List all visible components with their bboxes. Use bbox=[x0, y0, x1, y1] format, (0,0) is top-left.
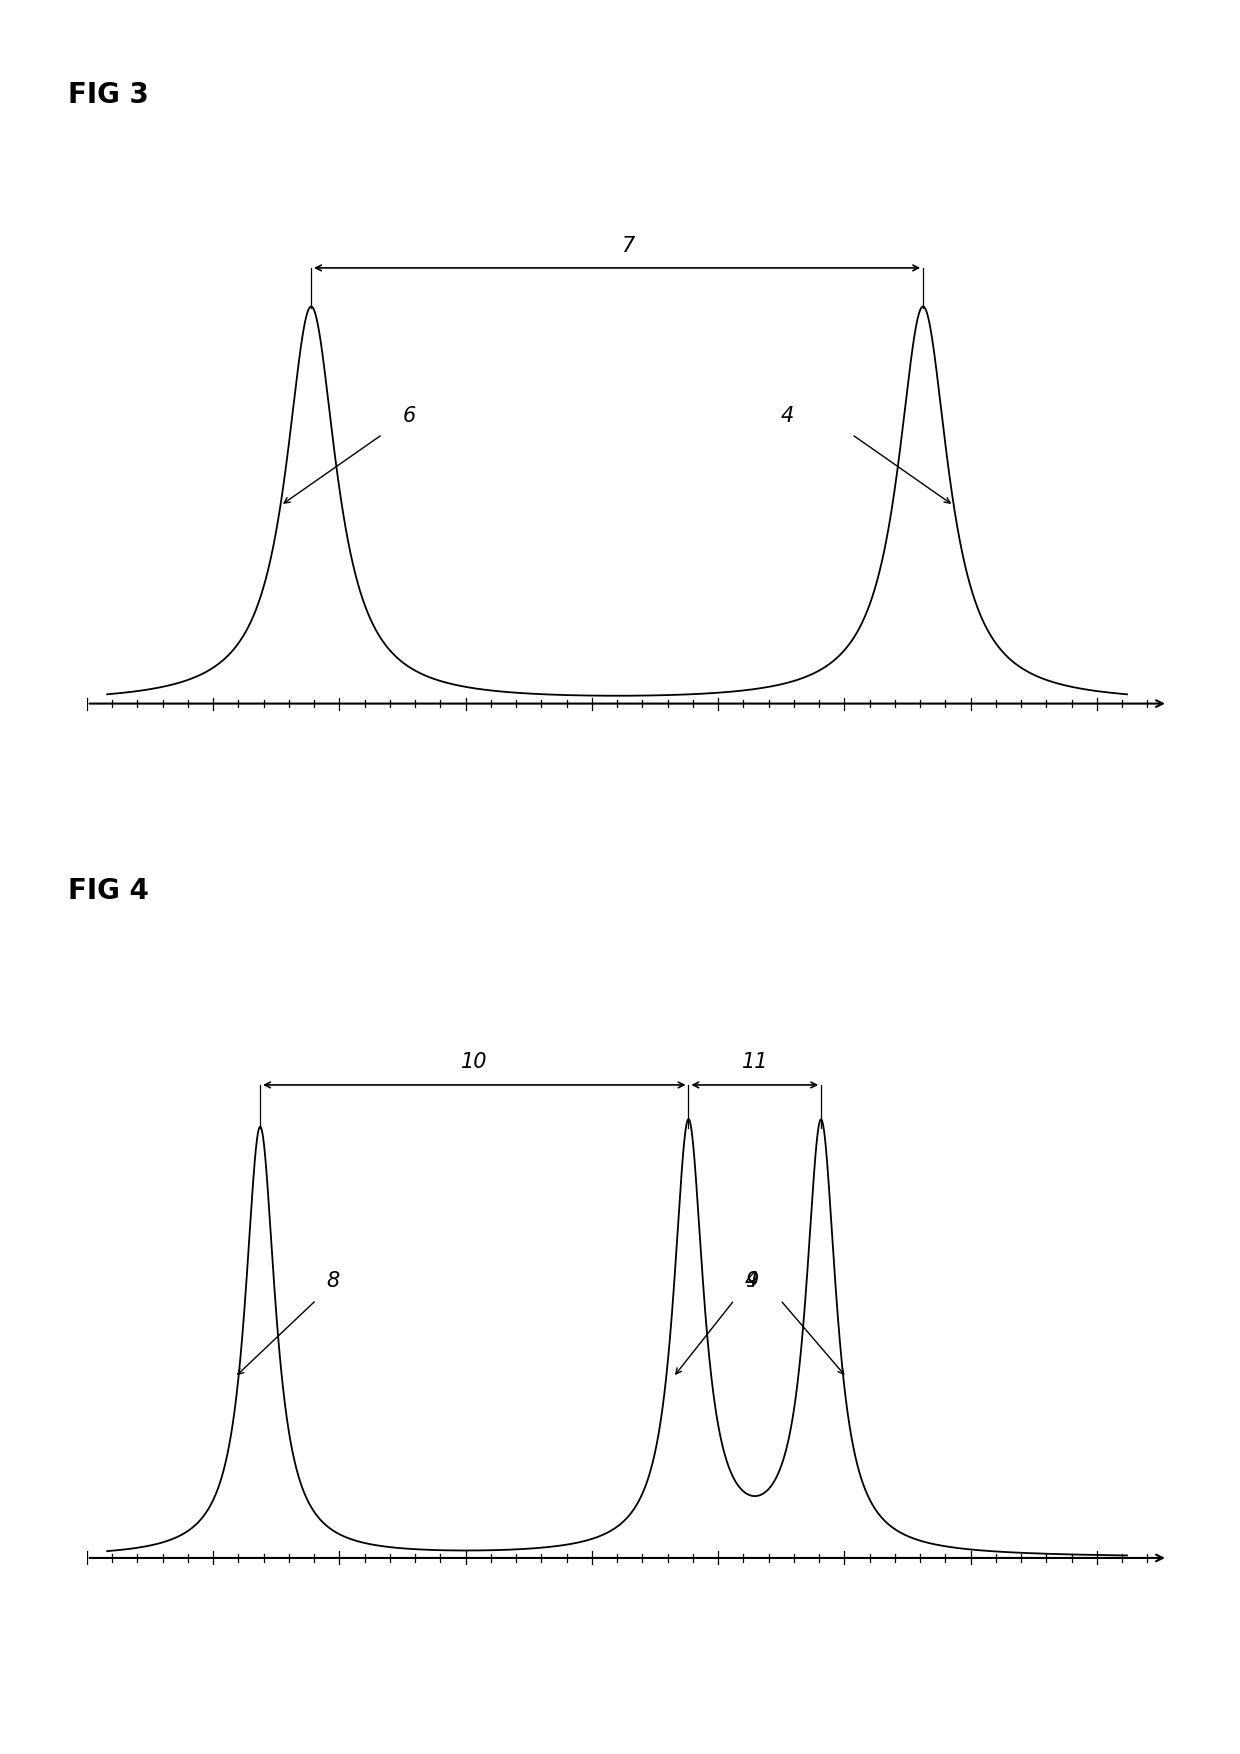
Text: 11: 11 bbox=[742, 1052, 768, 1072]
Text: 4: 4 bbox=[744, 1272, 758, 1291]
Text: 9: 9 bbox=[744, 1272, 758, 1291]
Text: 10: 10 bbox=[461, 1052, 487, 1072]
Text: 8: 8 bbox=[326, 1272, 340, 1291]
Text: FIG 3: FIG 3 bbox=[68, 81, 149, 109]
Text: 7: 7 bbox=[621, 237, 634, 256]
Text: 4: 4 bbox=[780, 407, 794, 426]
Text: FIG 4: FIG 4 bbox=[68, 877, 149, 905]
Text: 6: 6 bbox=[403, 407, 417, 426]
